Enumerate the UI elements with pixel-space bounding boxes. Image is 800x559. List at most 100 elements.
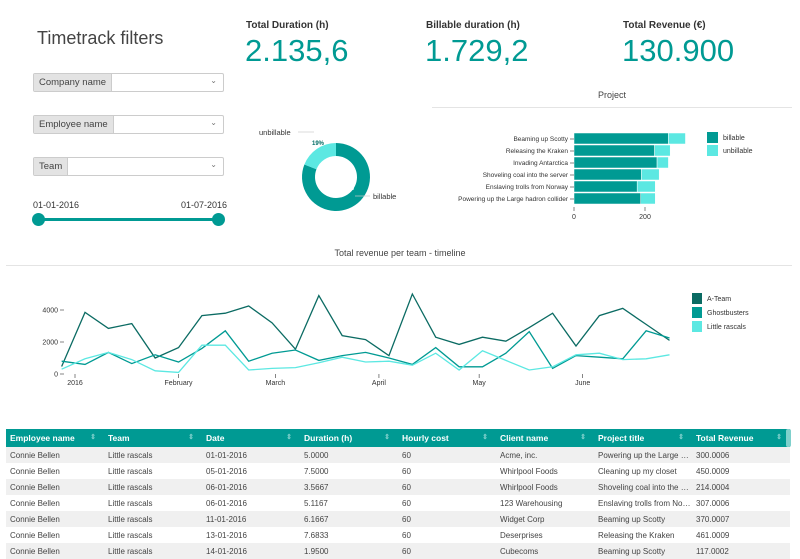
bar-unbillable[interactable] <box>640 192 656 205</box>
chevron-down-icon[interactable]: ⌄ <box>210 76 217 85</box>
column-header[interactable]: Project title ⇕ <box>594 429 692 447</box>
bar-billable[interactable] <box>573 156 658 169</box>
chevron-down-icon[interactable]: ⌄ <box>210 160 217 169</box>
donut-slice-unbillable[interactable] <box>304 143 336 170</box>
donut-slice-billable[interactable] <box>302 143 370 211</box>
table-cell: 6.1667 <box>300 511 398 527</box>
table-cell: Little rascals <box>108 530 153 540</box>
table-cell: Connie Bellen <box>10 498 60 508</box>
column-header-label: Total Revenue <box>696 433 754 443</box>
table-cell: Little rascals <box>108 466 153 476</box>
table-cell: 60 <box>398 447 496 463</box>
kpi-billable-duration-value: 1.729,2 <box>425 33 529 68</box>
revenue-timeline-chart: 0 2000 4000 2016 February March April May June A-… <box>42 292 749 387</box>
table-cell: Whirlpool Foods <box>500 466 558 476</box>
table-row[interactable]: Connie Bellen Little rascals 06-01-2016 5.1… <box>6 495 790 511</box>
sort-icon[interactable]: ⇕ <box>482 434 488 441</box>
bar-billable[interactable] <box>573 132 669 145</box>
sort-icon[interactable]: ⇕ <box>90 434 96 441</box>
table-cell: 14-01-2016 <box>202 543 300 559</box>
column-header[interactable]: Date ⇕ <box>202 429 300 447</box>
legend-label: Ghostbusters <box>707 310 749 317</box>
bar-billable[interactable] <box>573 180 638 193</box>
bar-unbillable[interactable] <box>654 144 671 157</box>
x-tick-label: 0 <box>572 214 576 221</box>
chevron-down-icon[interactable]: ⌄ <box>210 118 217 127</box>
table-cell: 450.0009 <box>696 466 730 476</box>
x-tick-label: 2016 <box>67 380 83 387</box>
table-cell: Little rascals <box>104 543 202 559</box>
column-header-label: Employee name <box>10 433 75 443</box>
bar-billable[interactable] <box>573 168 642 181</box>
line-ghostbusters[interactable] <box>61 329 670 370</box>
table-cell: 370.0007 <box>692 511 790 527</box>
column-header[interactable]: Team ⇕ <box>104 429 202 447</box>
company-name-select[interactable]: Company name ⌄ <box>33 73 224 92</box>
table-row[interactable]: Connie Bellen Little rascals 06-01-2016 3.5… <box>6 479 790 495</box>
date-range-slider[interactable] <box>38 218 218 221</box>
table-cell: Connie Bellen <box>6 511 104 527</box>
sort-icon[interactable]: ⇕ <box>188 434 194 441</box>
column-header[interactable]: Employee name ⇕ <box>6 429 104 447</box>
column-header[interactable]: Client name ⇕ <box>496 429 594 447</box>
team-select[interactable]: Team ⌄ <box>33 157 224 176</box>
kpi-billable-duration-label: Billable duration (h) <box>426 20 520 31</box>
table-row[interactable]: Connie Bellen Little rascals 05-01-2016 7.5… <box>6 463 790 479</box>
column-header-label: Hourly cost <box>402 433 449 443</box>
bar-unbillable[interactable] <box>656 156 669 169</box>
column-header[interactable]: Total Revenue ⇕ <box>692 429 790 447</box>
table-row[interactable]: Connie Bellen Little rascals 14-01-2016 1.9… <box>6 543 790 559</box>
table-cell: Cubecoms <box>496 543 594 559</box>
x-tick-label: February <box>165 380 194 387</box>
column-header[interactable]: Hourly cost ⇕ <box>398 429 496 447</box>
column-header[interactable]: Duration (h) ⇕ <box>300 429 398 447</box>
table-row[interactable]: Connie Bellen Little rascals 01-01-2016 5.0… <box>6 447 790 463</box>
company-name-value[interactable] <box>112 74 223 91</box>
column-header-label: Project title <box>598 433 645 443</box>
team-value[interactable] <box>68 158 223 175</box>
column-header-label: Duration (h) <box>304 433 353 443</box>
bar-unbillable[interactable] <box>668 132 686 145</box>
table-cell: Connie Bellen <box>10 466 60 476</box>
legend-swatch <box>707 132 718 143</box>
sort-icon[interactable]: ⇕ <box>776 434 782 441</box>
bar-category-label: Releasing the Kraken <box>506 148 569 155</box>
line-a-team[interactable] <box>61 292 670 367</box>
column-header-label: Date <box>206 433 225 443</box>
table-cell: 300.0006 <box>692 447 790 463</box>
table-cell: 01-01-2016 <box>202 447 300 463</box>
table-scrollbar[interactable] <box>786 429 791 447</box>
legend-label: billable <box>723 135 745 142</box>
table-cell: Enslaving trolls from Norway <box>598 498 692 508</box>
slider-handle-start[interactable] <box>32 213 45 226</box>
sort-icon[interactable]: ⇕ <box>580 434 586 441</box>
table-cell: Little rascals <box>104 447 202 463</box>
sort-icon[interactable]: ⇕ <box>286 434 292 441</box>
table-row[interactable]: Connie Bellen Little rascals 11-01-2016 6.1… <box>6 511 790 527</box>
sort-icon[interactable]: ⇕ <box>384 434 390 441</box>
line-little-rascals[interactable] <box>61 344 670 374</box>
y-tick-label: 4000 <box>42 308 58 315</box>
kpi-total-duration-label: Total Duration (h) <box>246 20 329 31</box>
table-cell: 05-01-2016 <box>206 466 247 476</box>
slider-handle-end[interactable] <box>212 213 225 226</box>
table-cell: 7.5000 <box>304 466 329 476</box>
bar-billable[interactable] <box>573 192 641 205</box>
employee-name-value[interactable] <box>114 116 223 133</box>
timetrack-table: Employee name ⇕ Team ⇕ Date ⇕ Duration (h) ⇕ Hou… <box>6 429 790 559</box>
bar-unbillable[interactable] <box>641 168 660 181</box>
table-cell: Acme, inc. <box>496 447 594 463</box>
y-tick-label: 2000 <box>42 340 58 347</box>
sort-icon[interactable]: ⇕ <box>678 434 684 441</box>
employee-name-select[interactable]: Employee name ⌄ <box>33 115 224 134</box>
billable-donut-chart: unbillable billable 19% 81% <box>259 128 396 211</box>
bar-unbillable[interactable] <box>636 180 656 193</box>
legend-swatch <box>692 307 702 318</box>
table-cell: Releasing the Kraken <box>598 530 675 540</box>
table-cell: Shoveling coal into the server <box>594 479 692 495</box>
legend-swatch <box>692 293 702 304</box>
date-end-label: 01-07-2016 <box>181 200 228 210</box>
table-cell: 06-01-2016 <box>202 479 300 495</box>
table-row[interactable]: Connie Bellen Little rascals 13-01-2016 7.6… <box>6 527 790 543</box>
bar-billable[interactable] <box>573 144 655 157</box>
